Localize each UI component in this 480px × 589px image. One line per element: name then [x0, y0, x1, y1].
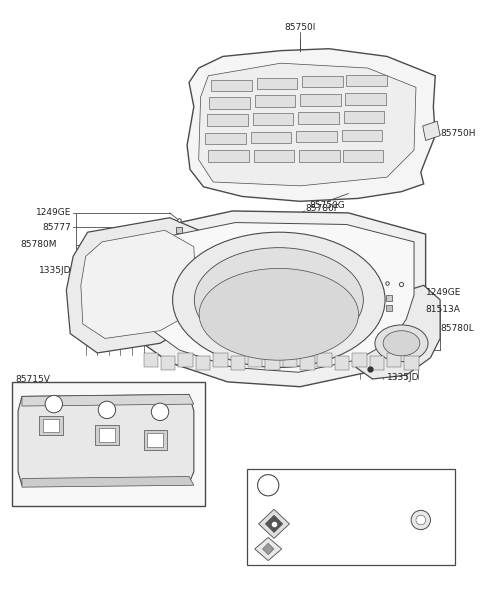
Polygon shape: [352, 353, 367, 368]
Text: 1140HG: 1140HG: [401, 480, 441, 490]
Polygon shape: [179, 353, 193, 368]
Polygon shape: [299, 150, 340, 162]
Text: a: a: [157, 408, 162, 416]
Polygon shape: [346, 93, 386, 105]
Text: 85750I: 85750I: [284, 23, 316, 32]
Text: 85780L: 85780L: [440, 325, 474, 333]
Circle shape: [45, 395, 62, 413]
Polygon shape: [335, 356, 349, 370]
Polygon shape: [253, 114, 293, 125]
Polygon shape: [211, 80, 252, 91]
Polygon shape: [18, 395, 194, 485]
Text: 1249GE: 1249GE: [36, 209, 71, 217]
Polygon shape: [22, 477, 194, 487]
Polygon shape: [283, 353, 297, 368]
Text: a: a: [105, 405, 109, 415]
Bar: [247, 469, 455, 565]
Text: 85750G: 85750G: [309, 201, 345, 210]
Polygon shape: [205, 133, 246, 144]
Text: 85780M: 85780M: [20, 240, 57, 249]
Text: 85715V: 85715V: [15, 375, 50, 383]
Bar: [12, 382, 205, 505]
Circle shape: [151, 403, 169, 421]
Ellipse shape: [383, 330, 420, 356]
Circle shape: [258, 475, 279, 496]
Text: a: a: [51, 399, 56, 409]
Polygon shape: [317, 353, 332, 368]
Polygon shape: [353, 285, 440, 379]
Polygon shape: [423, 121, 440, 140]
Polygon shape: [263, 543, 274, 555]
Polygon shape: [255, 537, 282, 561]
Polygon shape: [342, 130, 382, 141]
Polygon shape: [387, 353, 401, 368]
Ellipse shape: [375, 325, 428, 362]
Polygon shape: [187, 49, 435, 201]
Polygon shape: [161, 356, 176, 370]
Bar: [144, 430, 167, 449]
Polygon shape: [257, 78, 297, 90]
Text: 81513A: 81513A: [426, 305, 460, 314]
Polygon shape: [196, 356, 210, 370]
Ellipse shape: [194, 247, 363, 352]
Polygon shape: [208, 150, 249, 162]
Ellipse shape: [199, 269, 359, 360]
Text: 85777: 85777: [42, 223, 71, 232]
Bar: [99, 428, 115, 442]
Polygon shape: [344, 111, 384, 123]
Text: 89895C: 89895C: [344, 519, 376, 528]
Bar: [96, 425, 119, 445]
Polygon shape: [302, 76, 343, 87]
Polygon shape: [22, 395, 194, 406]
Polygon shape: [265, 515, 283, 532]
Polygon shape: [347, 75, 387, 87]
Polygon shape: [213, 353, 228, 368]
Polygon shape: [248, 353, 263, 368]
Polygon shape: [230, 356, 245, 370]
Polygon shape: [370, 356, 384, 370]
Ellipse shape: [173, 232, 385, 368]
Polygon shape: [265, 356, 280, 370]
Bar: [39, 416, 62, 435]
Polygon shape: [251, 132, 291, 143]
Polygon shape: [404, 356, 419, 370]
Circle shape: [416, 515, 426, 525]
Polygon shape: [209, 97, 250, 108]
Text: 1249GE: 1249GE: [426, 287, 461, 297]
Text: 89855B: 89855B: [344, 544, 376, 552]
Polygon shape: [66, 218, 208, 353]
Polygon shape: [343, 150, 383, 162]
Polygon shape: [259, 509, 289, 538]
Polygon shape: [207, 114, 248, 126]
Polygon shape: [300, 356, 314, 370]
Polygon shape: [298, 112, 339, 124]
Polygon shape: [296, 131, 337, 143]
Polygon shape: [300, 94, 341, 105]
Text: 1335JD: 1335JD: [387, 373, 420, 382]
Polygon shape: [254, 150, 294, 162]
Text: a: a: [265, 481, 271, 489]
Polygon shape: [199, 63, 416, 186]
Text: 85780F: 85780F: [305, 204, 339, 213]
Text: 1335JD: 1335JD: [39, 266, 71, 275]
Text: 85750H: 85750H: [440, 129, 476, 138]
Polygon shape: [124, 211, 426, 387]
Bar: [147, 433, 163, 446]
Polygon shape: [139, 223, 414, 372]
Polygon shape: [81, 230, 196, 339]
Polygon shape: [255, 95, 295, 107]
Polygon shape: [144, 353, 158, 368]
Bar: [43, 419, 59, 432]
Circle shape: [411, 510, 431, 530]
Circle shape: [98, 401, 116, 419]
